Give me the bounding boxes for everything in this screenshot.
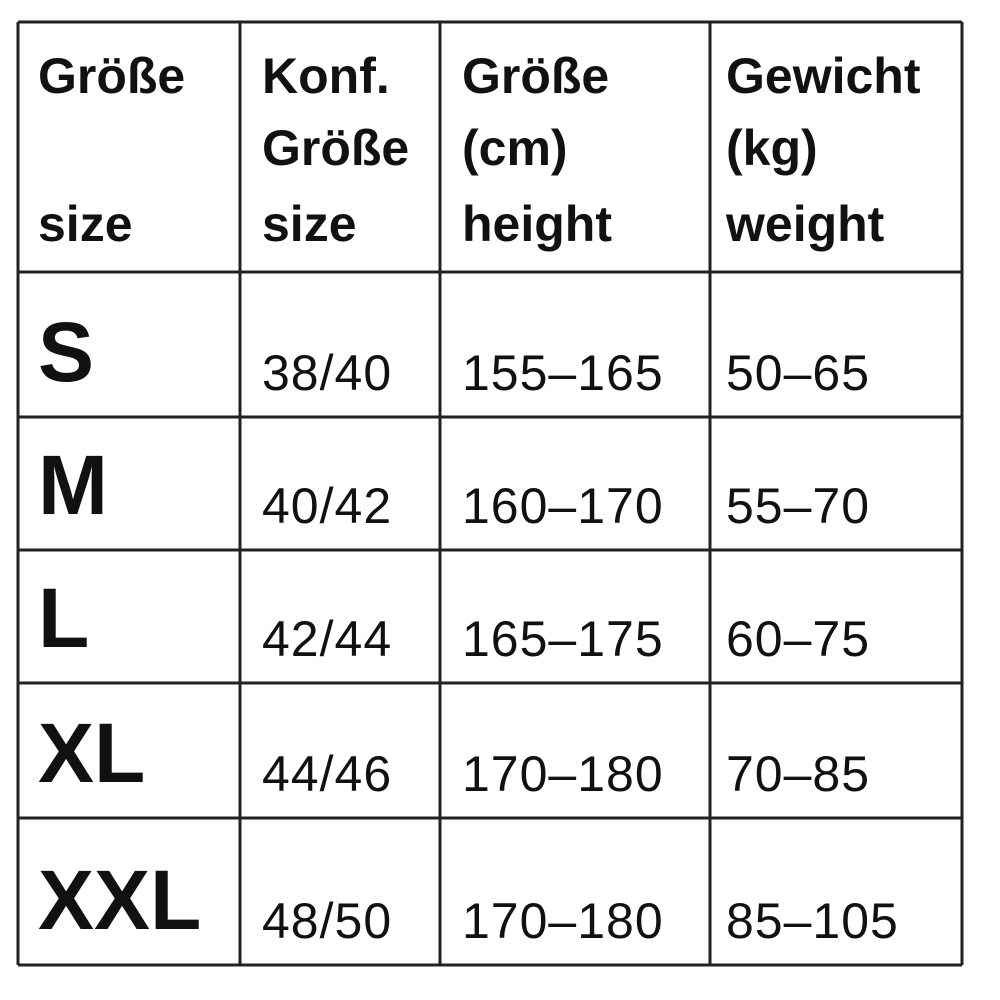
cell-value: 165–175 bbox=[462, 611, 664, 667]
cell-value: 60–75 bbox=[726, 611, 870, 667]
header-text: height bbox=[462, 196, 612, 252]
cell-value: 170–180 bbox=[462, 746, 664, 802]
header-text: (kg) bbox=[726, 120, 818, 176]
header-text: Größe bbox=[38, 48, 185, 104]
cell-value: 55–70 bbox=[726, 478, 870, 534]
cell-value: 160–170 bbox=[462, 478, 664, 534]
size-label: XL bbox=[38, 706, 145, 800]
cell-value: 48/50 bbox=[262, 893, 392, 949]
cell-value: 155–165 bbox=[462, 345, 664, 401]
cell-value: 50–65 bbox=[726, 345, 870, 401]
header-text: (cm) bbox=[462, 120, 568, 176]
header-text: size bbox=[262, 196, 357, 252]
size-label: M bbox=[38, 438, 108, 532]
header-text: Größe bbox=[262, 120, 409, 176]
cell-value: 70–85 bbox=[726, 746, 870, 802]
cell-value: 170–180 bbox=[462, 893, 664, 949]
header-text: Gewicht bbox=[726, 48, 921, 104]
header-text: weight bbox=[725, 196, 885, 252]
table-grid bbox=[16, 20, 964, 967]
cell-value: 42/44 bbox=[262, 611, 392, 667]
size-label: L bbox=[38, 571, 89, 665]
cell-value: 44/46 bbox=[262, 746, 392, 802]
size-label: S bbox=[38, 305, 94, 399]
size-label: XXL bbox=[38, 853, 201, 947]
header-text: size bbox=[38, 196, 133, 252]
header-text: Größe bbox=[462, 48, 609, 104]
cell-value: 38/40 bbox=[262, 345, 392, 401]
header-text: Konf. bbox=[262, 48, 390, 104]
cell-value: 40/42 bbox=[262, 478, 392, 534]
cell-value: 85–105 bbox=[726, 893, 899, 949]
